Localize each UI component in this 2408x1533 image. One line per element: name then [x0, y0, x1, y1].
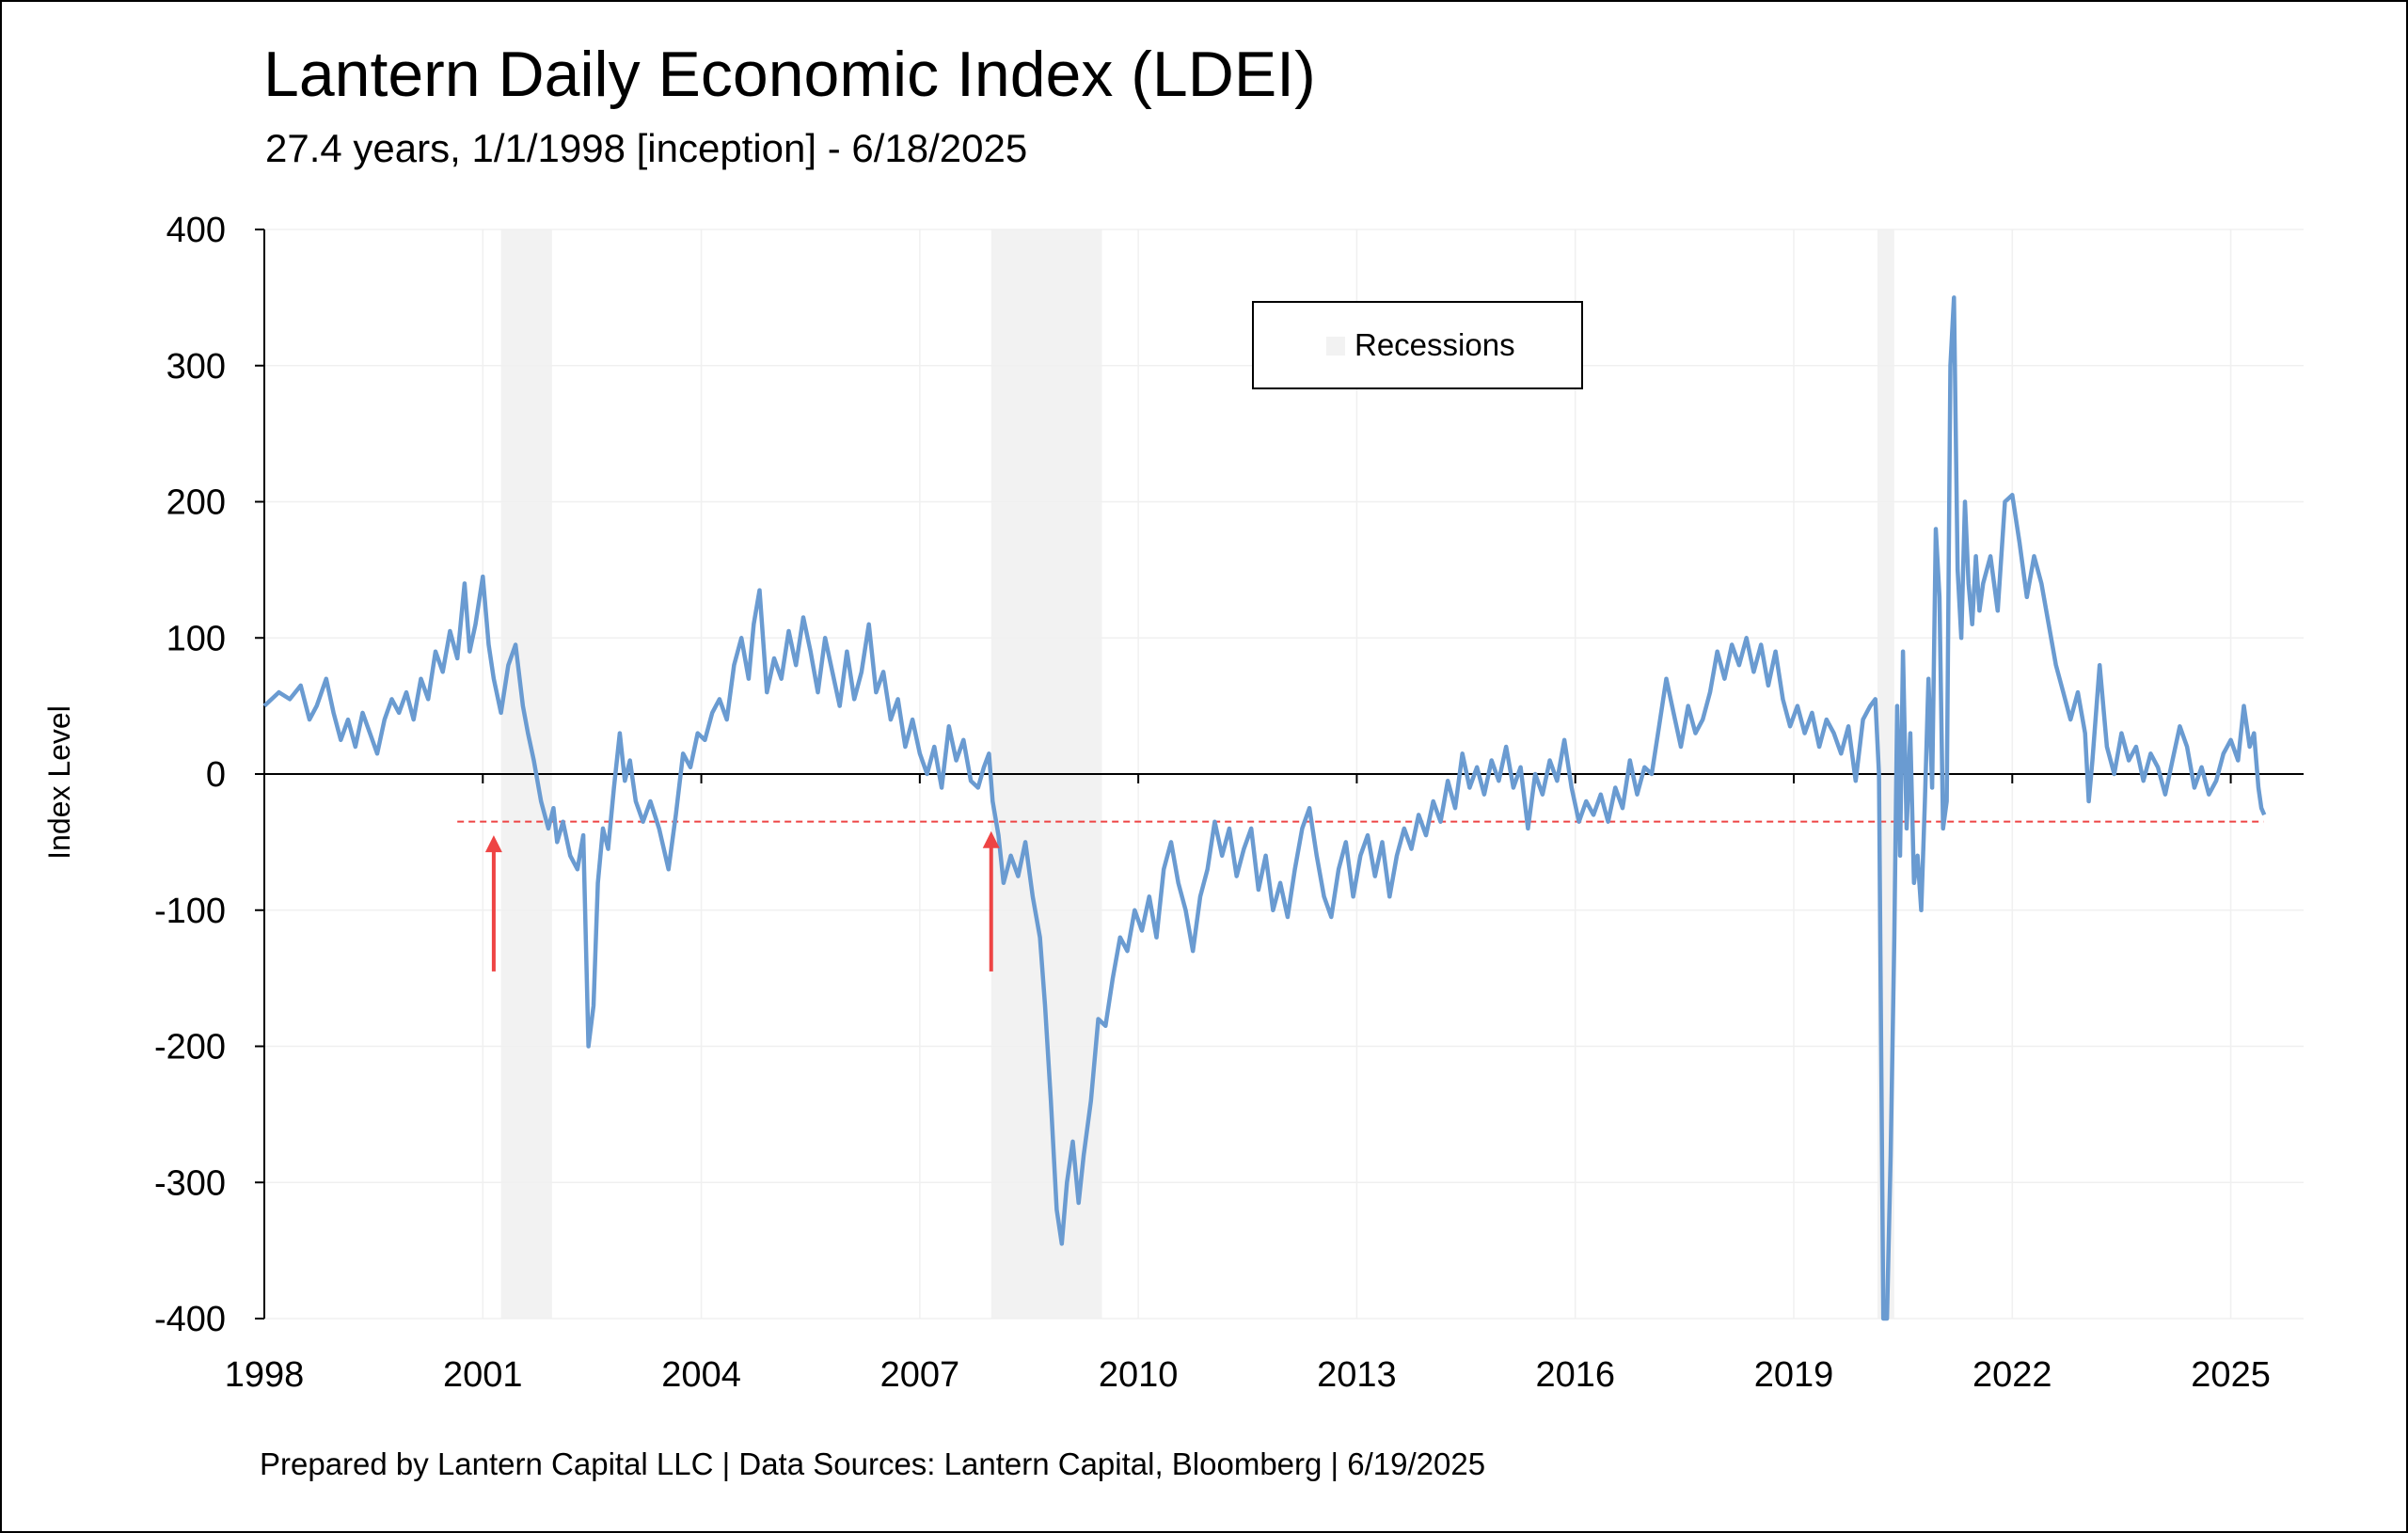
- y-tick-label: -200: [154, 1028, 226, 1067]
- x-tick-label: 2004: [661, 1355, 741, 1395]
- x-tick-label: 2010: [1099, 1355, 1179, 1395]
- arrow-head: [982, 830, 1000, 848]
- series-line-ldei: [262, 295, 2267, 1321]
- chart-title: Lantern Daily Economic Index (LDEI): [263, 39, 1316, 110]
- y-tick-label: 300: [166, 347, 226, 387]
- y-tick-label: -300: [154, 1163, 226, 1203]
- x-tick-label: 2019: [1754, 1355, 1834, 1395]
- x-tick-label: 2013: [1317, 1355, 1397, 1395]
- y-tick-label: 100: [166, 619, 226, 658]
- y-tick-label: 400: [166, 211, 226, 250]
- x-tick-label: 2016: [1535, 1355, 1615, 1395]
- axes: 400 300 200 100 0 -100 -200 -300 -400 1998 2001 200…: [154, 211, 2304, 1395]
- arrow-layer: [484, 830, 1000, 972]
- legend-swatch-recessions: [1326, 337, 1345, 356]
- legend-label-recessions: Recessions: [1354, 327, 1515, 362]
- y-tick-label: -400: [154, 1300, 226, 1339]
- series-layer: [262, 295, 2267, 1321]
- x-tick-label: 2001: [443, 1355, 523, 1395]
- y-axis-label: Index Level: [42, 705, 76, 860]
- x-tick-label: 2022: [1972, 1355, 2052, 1395]
- x-tick-label: 1998: [225, 1355, 305, 1395]
- legend: Recessions: [1252, 301, 1583, 389]
- y-tick-label: -100: [154, 892, 226, 931]
- y-tick-label: 200: [166, 483, 226, 523]
- y-tick-label: 0: [206, 755, 226, 795]
- chart-subtitle: 27.4 years, 1/1/1998 [inception] - 6/18/…: [265, 126, 1028, 170]
- footer-note: Prepared by Lantern Capital LLC | Data S…: [260, 1446, 1486, 1481]
- x-tick-label: 2007: [880, 1355, 960, 1395]
- arrow-head: [484, 835, 502, 853]
- legend-box: [1252, 301, 1583, 389]
- x-tick-label: 2025: [2191, 1355, 2271, 1395]
